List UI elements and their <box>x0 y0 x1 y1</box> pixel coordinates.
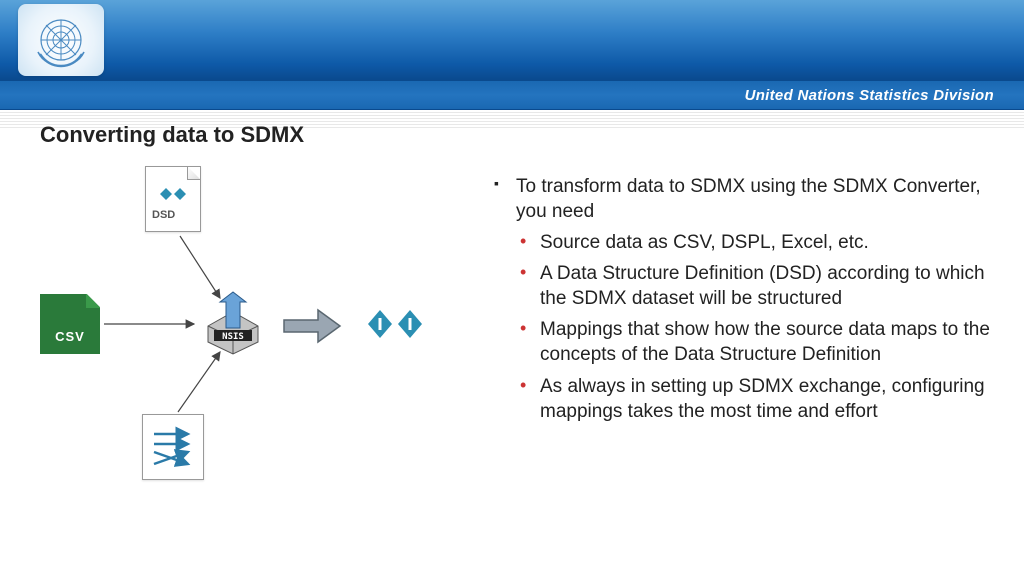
slide-title: Converting data to SDMX <box>40 122 994 148</box>
slide-content: Converting data to SDMX DSD CSV <box>40 122 994 546</box>
nsis-converter-icon: NSIS <box>198 288 268 358</box>
sub-bullet: As always in setting up SDMX exchange, c… <box>516 374 994 424</box>
sdmx-output-icon <box>362 298 428 355</box>
dsd-file-icon: DSD <box>145 166 201 232</box>
dsd-label: DSD <box>152 209 175 221</box>
bullet-column: To transform data to SDMX using the SDMX… <box>490 166 994 546</box>
mappings-file-icon <box>142 414 204 480</box>
csv-label: CSV <box>40 329 100 344</box>
csv-file-icon: CSV <box>40 294 100 354</box>
header-band <box>0 0 1024 80</box>
org-name: United Nations Statistics Division <box>745 87 994 104</box>
main-bullet: To transform data to SDMX using the SDMX… <box>490 174 994 424</box>
nsis-label: NSIS <box>222 332 244 342</box>
sub-bullet: Mappings that show how the source data m… <box>516 317 994 367</box>
subheader-band: United Nations Statistics Division <box>0 80 1024 110</box>
sub-bullet: Source data as CSV, DSPL, Excel, etc. <box>516 230 994 255</box>
sub-bullet: A Data Structure Definition (DSD) accord… <box>516 261 994 311</box>
diagram-area: DSD CSV <box>40 166 470 546</box>
output-arrow-icon <box>282 308 342 349</box>
un-logo <box>18 4 104 76</box>
